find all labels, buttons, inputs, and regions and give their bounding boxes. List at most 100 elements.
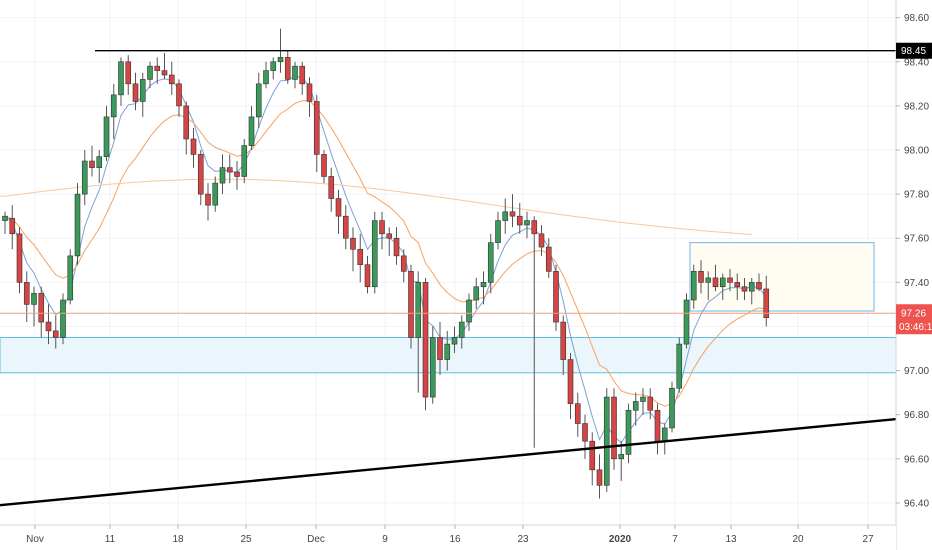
candle-down: [698, 271, 704, 283]
candle-up: [451, 337, 458, 345]
x-tick-label: 13: [725, 534, 737, 545]
candle-down: [596, 469, 603, 486]
ascending-trendline: [0, 417, 897, 507]
time-axis-bg: [0, 525, 896, 550]
moving-averages: [0, 75, 767, 444]
candle-up: [74, 193, 81, 257]
candle-up: [705, 277, 712, 283]
candle-down: [234, 171, 240, 177]
candle-up: [118, 61, 124, 96]
candle-down: [712, 277, 719, 288]
candle-up: [473, 286, 480, 301]
candle-up: [415, 282, 422, 338]
candle-down: [763, 288, 770, 318]
candle-down: [654, 409, 661, 442]
candle-up: [147, 65, 153, 80]
candle-up: [466, 299, 472, 323]
candle-down: [611, 396, 617, 460]
y-tick-label: 97.60: [904, 234, 929, 245]
candle-down: [168, 74, 175, 85]
x-tick-label: Dec: [307, 534, 325, 545]
candle-down: [176, 83, 182, 107]
y-tick-label: 98.40: [904, 57, 929, 68]
candle-up: [480, 282, 487, 288]
candle-up: [719, 277, 726, 288]
ma-slow-line: [4, 100, 767, 407]
candle-down: [531, 220, 538, 235]
candle-down: [299, 65, 306, 85]
candle-up: [241, 145, 248, 177]
drawn-lines: [0, 50, 897, 507]
countdown-label: 03:46:18: [899, 322, 932, 333]
x-tick-label: 25: [240, 534, 252, 545]
y-tick-label: 98.00: [904, 146, 929, 157]
candle-up: [212, 182, 219, 206]
candle-down: [89, 160, 95, 168]
candle-down: [132, 83, 139, 102]
candle-up: [2, 215, 8, 221]
candle-down: [161, 70, 168, 76]
y-tick-label: 96.80: [904, 410, 929, 421]
candle-up: [690, 271, 697, 301]
candle-down: [734, 282, 741, 288]
candle-up: [270, 61, 277, 71]
candle-down: [553, 271, 559, 323]
candle-up: [661, 427, 668, 442]
candle-down: [422, 282, 429, 398]
candle-down: [545, 246, 552, 272]
y-tick-label: 96.60: [904, 454, 929, 465]
x-tick-label: 9: [382, 534, 388, 545]
candle-down: [205, 193, 211, 206]
candle-up: [632, 401, 639, 411]
candle-up: [277, 57, 284, 63]
candle-up: [748, 282, 755, 292]
x-tick-label: 16: [449, 534, 461, 545]
candle-up: [669, 387, 675, 429]
x-tick-label: Nov: [26, 534, 44, 545]
candle-up: [139, 79, 146, 102]
y-tick-label: 97.80: [904, 190, 929, 201]
candle-up: [60, 299, 66, 338]
candle-up: [371, 220, 378, 288]
candle-down: [183, 105, 190, 140]
x-tick-label: 23: [517, 534, 529, 545]
candle-up: [248, 116, 255, 146]
candle-down: [400, 255, 407, 272]
candle-up: [444, 343, 451, 360]
candle-down: [342, 215, 349, 239]
x-tick-label: 27: [862, 534, 874, 545]
candle-down: [321, 154, 327, 177]
candle-down: [379, 220, 385, 235]
candle-down: [364, 264, 371, 288]
last-price-badge: [896, 304, 932, 335]
x-tick-label: 18: [172, 534, 184, 545]
candle-down: [516, 215, 523, 226]
candle-up: [81, 160, 88, 195]
candle-down: [38, 293, 45, 323]
candle-down: [284, 57, 291, 80]
candle-down: [335, 198, 342, 217]
candle-down: [45, 321, 52, 332]
price-axis[interactable]: 96.4096.6096.8097.0097.2097.4097.6097.80…: [895, 0, 932, 550]
candle-down: [741, 286, 748, 292]
candle-down: [328, 176, 335, 199]
ma-long-line: [0, 178, 752, 235]
candle-up: [640, 396, 646, 402]
candle-down: [756, 282, 762, 290]
time-axis[interactable]: Nov 11 18 25 Dec 9 16 23 2020 7 13 20 27: [0, 524, 896, 550]
y-tick-label: 97.00: [904, 366, 929, 377]
candle-up: [429, 337, 436, 398]
candle-down: [226, 167, 233, 173]
consolidation-box: [689, 242, 875, 312]
candle-up: [255, 83, 262, 118]
candle-up: [110, 94, 117, 118]
candle-up: [67, 255, 74, 301]
candle-down: [647, 396, 654, 411]
candle-down: [313, 101, 320, 155]
candle-up: [495, 220, 501, 243]
candle-down: [560, 321, 567, 360]
price-axis-bg: [896, 0, 932, 550]
candle-up: [292, 65, 298, 80]
candlestick-series: [2, 28, 770, 499]
